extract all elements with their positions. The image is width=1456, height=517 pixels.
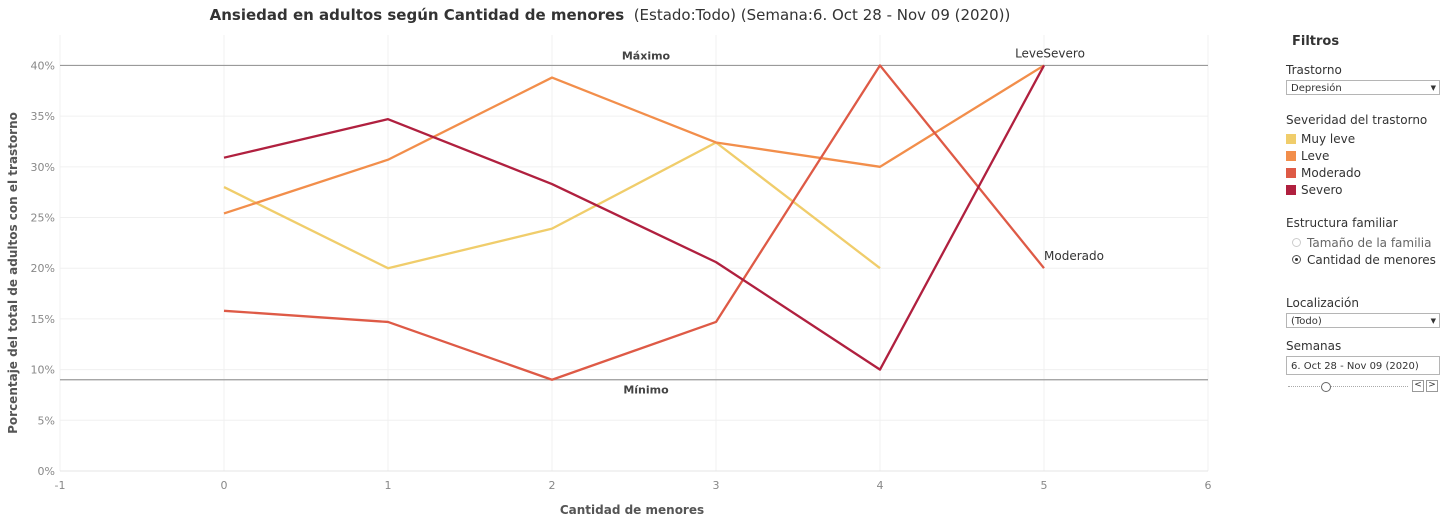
- y-tick-label: 35%: [31, 110, 55, 123]
- line-chart: Máximo Mínimo -1 0 1 2 3 4 5 6 0% 5% 10% 15% 20% 25% 30…: [6, 35, 1212, 517]
- y-tick-label: 30%: [31, 161, 55, 174]
- legend-label: Severo: [1301, 182, 1343, 197]
- reference-label: Mínimo: [623, 384, 669, 397]
- legend-label: Moderado: [1301, 165, 1361, 180]
- estructura-option-1[interactable]: Cantidad de menores: [1292, 251, 1451, 268]
- estructura-radio-group: Tamaño de la familia Cantidad de menores: [1286, 234, 1451, 268]
- severity-legend: Muy leve Leve Moderado Severo: [1286, 130, 1451, 198]
- slider-thumb[interactable]: [1320, 382, 1331, 392]
- series-line-1[interactable]: [223, 64, 1045, 215]
- localizacion-value: (Todo): [1291, 316, 1322, 327]
- localizacion-dropdown[interactable]: (Todo) ▼: [1286, 313, 1440, 328]
- legend-label: Muy leve: [1301, 131, 1356, 146]
- trastorno-dropdown[interactable]: Depresión ▼: [1286, 80, 1440, 95]
- y-tick-label: 40%: [31, 59, 55, 72]
- semanas-label: Semanas: [1286, 339, 1342, 353]
- trastorno-label: Trastorno: [1286, 63, 1342, 77]
- semanas-slider-row: < >: [1286, 380, 1451, 392]
- axis-ticks: -1 0 1 2 3 4 5 6 0% 5% 10% 15% 20% 25% 30% 35% 40%: [31, 59, 1212, 492]
- estructura-option-label: Tamaño de la familia: [1307, 235, 1432, 250]
- chevron-down-icon: ▼: [1430, 84, 1436, 92]
- series-end-label: Moderado: [1044, 249, 1104, 263]
- y-tick-label: 10%: [31, 364, 55, 377]
- x-tick-label: 5: [1041, 479, 1048, 492]
- filters-heading: Filtros: [1292, 34, 1340, 49]
- legend-label: Leve: [1301, 148, 1330, 163]
- y-tick-label: 25%: [31, 212, 55, 225]
- estructura-label: Estructura familiar: [1286, 216, 1398, 230]
- annotations: LeveSevero Moderado: [1015, 46, 1104, 263]
- x-tick-label: 6: [1205, 479, 1212, 492]
- series-line-2[interactable]: [223, 64, 1045, 381]
- series-line-3[interactable]: [223, 64, 1046, 371]
- previous-week-button[interactable]: <: [1412, 380, 1424, 392]
- estructura-option-0[interactable]: Tamaño de la familia: [1292, 234, 1451, 251]
- chart-title-sub: (Estado:Todo) (Semana:6. Oct 28 - Nov 09…: [633, 6, 1011, 24]
- y-axis-title: Porcentaje del total de adultos con el t…: [6, 112, 20, 434]
- x-tick-label: 4: [877, 479, 884, 492]
- legend-item-1[interactable]: Leve: [1286, 147, 1451, 164]
- series-line-0[interactable]: [223, 141, 881, 270]
- y-tick-label: 15%: [31, 313, 55, 326]
- y-tick-label: 0%: [38, 465, 55, 478]
- legend-swatch: [1286, 167, 1296, 178]
- legend-swatch: [1286, 150, 1296, 161]
- x-tick-label: 1: [385, 479, 392, 492]
- semanas-value: 6. Oct 28 - Nov 09 (2020): [1291, 361, 1419, 372]
- series-lines: [223, 64, 1046, 381]
- localizacion-label: Localización: [1286, 296, 1359, 310]
- chevron-down-icon: ▼: [1430, 317, 1436, 325]
- chart-title: Ansiedad en adultos según Cantidad de me…: [0, 6, 1220, 24]
- legend-item-3[interactable]: Severo: [1286, 181, 1451, 198]
- x-tick-label: 3: [713, 479, 720, 492]
- series-end-label: LeveSevero: [1015, 46, 1085, 60]
- radio-unchecked-icon[interactable]: [1292, 238, 1301, 247]
- semanas-slider[interactable]: [1286, 382, 1410, 392]
- severidad-label: Severidad del trastorno: [1286, 113, 1428, 127]
- y-tick-label: 5%: [38, 414, 55, 427]
- radio-checked-icon[interactable]: [1292, 255, 1301, 264]
- reference-lines: Máximo Mínimo: [60, 49, 1208, 397]
- semanas-field[interactable]: 6. Oct 28 - Nov 09 (2020): [1286, 356, 1440, 375]
- chart-title-main: Ansiedad en adultos según Cantidad de me…: [209, 6, 625, 24]
- y-tick-label: 20%: [31, 262, 55, 275]
- filters-panel: Filtros Trastorno Depresión ▼ Severidad …: [1286, 34, 1451, 392]
- legend-item-0[interactable]: Muy leve: [1286, 130, 1451, 147]
- grid: [59, 35, 1209, 472]
- reference-label: Máximo: [622, 49, 671, 62]
- x-tick-label: 2: [549, 479, 556, 492]
- x-axis-title: Cantidad de menores: [560, 503, 704, 517]
- legend-swatch: [1286, 184, 1296, 195]
- legend-item-2[interactable]: Moderado: [1286, 164, 1451, 181]
- legend-swatch: [1286, 133, 1296, 144]
- slider-track-line: [1288, 386, 1408, 387]
- next-week-button[interactable]: >: [1426, 380, 1438, 392]
- x-tick-label: -1: [55, 479, 66, 492]
- estructura-option-label: Cantidad de menores: [1307, 252, 1436, 267]
- trastorno-value: Depresión: [1291, 83, 1342, 94]
- x-tick-label: 0: [221, 479, 228, 492]
